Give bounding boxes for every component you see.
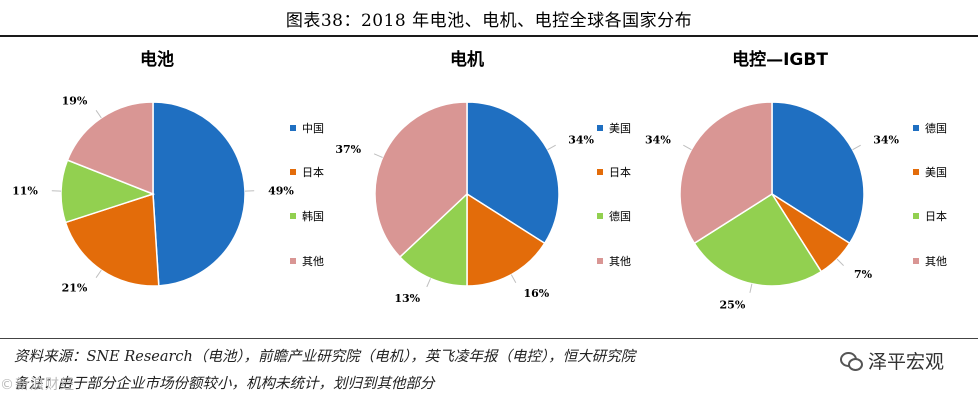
legend-swatch bbox=[913, 213, 919, 219]
wechat-icon bbox=[839, 351, 863, 371]
chart-title: 电控—IGBT bbox=[732, 49, 828, 70]
leader-line bbox=[373, 153, 383, 158]
watermark-text: 泽平宏观 bbox=[867, 351, 944, 373]
pie-slice bbox=[693, 192, 823, 287]
corner-watermark: ©新浪财经 bbox=[0, 377, 75, 393]
leader-line bbox=[510, 274, 517, 283]
data-label: 11% bbox=[12, 184, 38, 197]
leader-line bbox=[95, 269, 102, 278]
legend-label: 其他 bbox=[925, 255, 947, 268]
top-rule bbox=[0, 35, 978, 37]
leader-line bbox=[836, 258, 844, 266]
leader-line bbox=[547, 144, 556, 151]
data-label: 13% bbox=[394, 292, 420, 305]
remark-note: 备注：由于部分企业市场份额较小，机构未统计，划归到其他部分 bbox=[14, 376, 435, 392]
legend-swatch bbox=[597, 169, 603, 175]
legend-label: 其他 bbox=[609, 255, 631, 268]
data-label: 37% bbox=[335, 143, 361, 156]
legend-swatch bbox=[913, 258, 919, 264]
leader-line bbox=[95, 110, 102, 119]
legend-label: 日本 bbox=[925, 209, 947, 223]
source-note: 资料来源：SNE Research（电池），前瞻产业研究院（电机），英飞凌年报（… bbox=[14, 349, 636, 365]
legend-swatch bbox=[290, 213, 296, 219]
data-label: 19% bbox=[62, 94, 88, 107]
legend-label: 德国 bbox=[609, 209, 631, 223]
data-label: 21% bbox=[62, 282, 88, 295]
pie-slice bbox=[152, 101, 246, 287]
data-label: 16% bbox=[524, 287, 550, 300]
legend-swatch bbox=[913, 125, 919, 131]
legend-swatch bbox=[290, 169, 296, 175]
legend-label: 日本 bbox=[302, 165, 324, 179]
legend-label: 德国 bbox=[925, 121, 947, 135]
legend-swatch bbox=[597, 258, 603, 264]
leader-line bbox=[426, 278, 431, 288]
data-label: 7% bbox=[854, 268, 873, 281]
leader-line bbox=[683, 144, 692, 151]
legend-swatch bbox=[290, 125, 296, 131]
chart-title: 电机 bbox=[450, 49, 484, 70]
legend-label: 美国 bbox=[609, 122, 631, 135]
legend-label: 其他 bbox=[302, 255, 324, 268]
legend-swatch bbox=[913, 169, 919, 175]
pie-slice bbox=[679, 101, 773, 245]
figure-title: 图表38：2018 年电池、电机、电控全球各国家分布 bbox=[285, 11, 693, 31]
legend-swatch bbox=[597, 125, 603, 131]
leader-line bbox=[852, 144, 861, 151]
data-label: 34% bbox=[873, 134, 899, 147]
data-label: 34% bbox=[568, 134, 594, 147]
chart-title: 电池 bbox=[140, 49, 174, 70]
watermark: 泽平宏观 bbox=[833, 345, 950, 376]
leader-line bbox=[749, 283, 753, 293]
bottom-rule bbox=[0, 338, 978, 339]
pie-charts-area: 电池49%21%11%19%中国日本韩国其他电机34%16%13%37%美国日本… bbox=[12, 49, 947, 311]
legend-swatch bbox=[597, 213, 603, 219]
legend-swatch bbox=[290, 258, 296, 264]
legend-label: 日本 bbox=[609, 165, 631, 179]
legend-label: 美国 bbox=[925, 166, 947, 179]
data-label: 25% bbox=[720, 298, 746, 311]
legend-label: 韩国 bbox=[302, 209, 324, 223]
pie-slice bbox=[374, 101, 468, 259]
legend-label: 中国 bbox=[302, 122, 324, 135]
data-label: 34% bbox=[645, 134, 671, 147]
data-label: 49% bbox=[268, 184, 294, 197]
